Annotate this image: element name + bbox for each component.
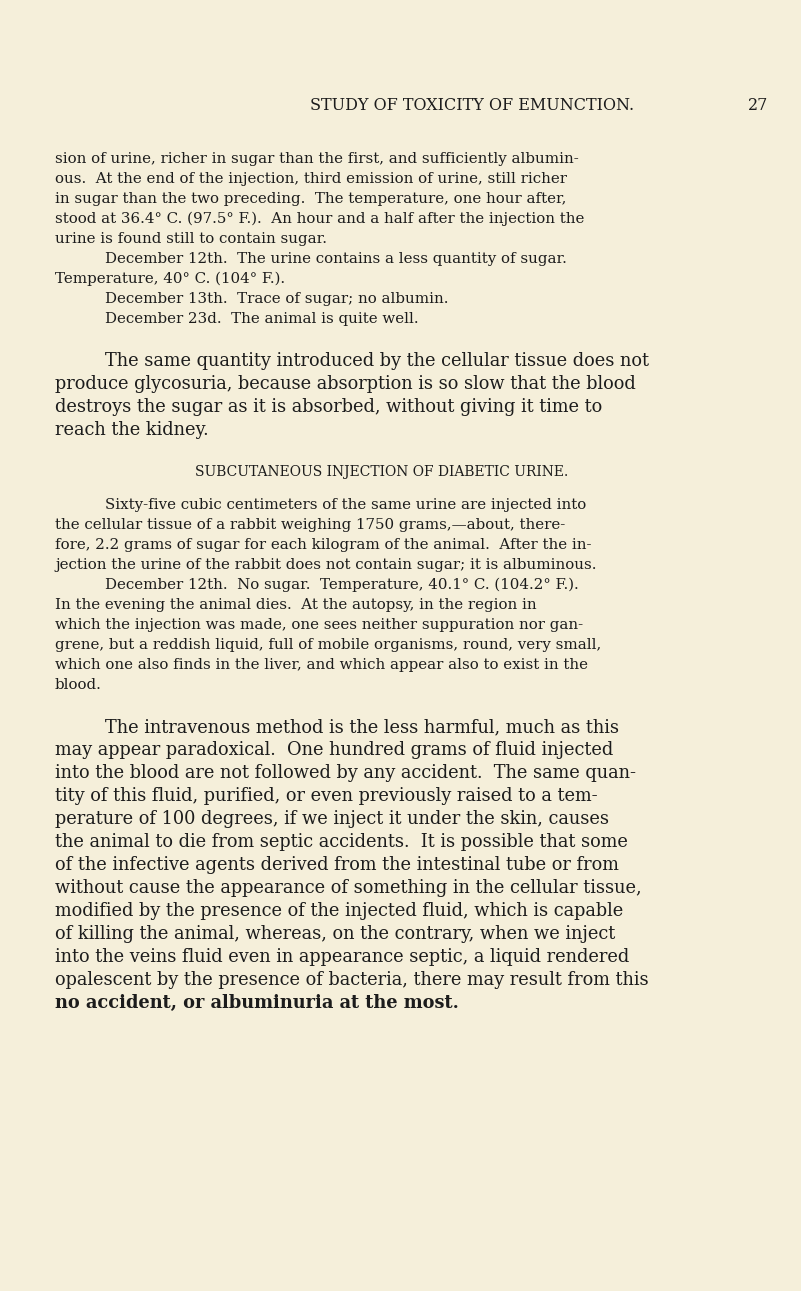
Text: no accident, or albuminuria at the most.: no accident, or albuminuria at the most. — [55, 994, 459, 1012]
Text: of killing the animal, whereas, on the contrary, when we inject: of killing the animal, whereas, on the c… — [55, 924, 615, 942]
Text: modified by the presence of the injected fluid, which is capable: modified by the presence of the injected… — [55, 902, 623, 920]
Text: December 12th.  The urine contains a less quantity of sugar.: December 12th. The urine contains a less… — [105, 252, 567, 266]
Text: tity of this fluid, purified, or even previously raised to a tem-: tity of this fluid, purified, or even pr… — [55, 788, 598, 806]
Text: urine is found still to contain sugar.: urine is found still to contain sugar. — [55, 232, 327, 247]
Text: jection the urine of the rabbit does not contain sugar; it is albuminous.: jection the urine of the rabbit does not… — [55, 558, 597, 572]
Text: sion of urine, richer in sugar than the first, and sufficiently albumin-: sion of urine, richer in sugar than the … — [55, 152, 579, 167]
Text: December 12th.  No sugar.  Temperature, 40.1° C. (104.2° F.).: December 12th. No sugar. Temperature, 40… — [105, 578, 579, 593]
Text: the animal to die from septic accidents.  It is possible that some: the animal to die from septic accidents.… — [55, 833, 628, 851]
Text: which the injection was made, one sees neither suppuration nor gan-: which the injection was made, one sees n… — [55, 618, 583, 633]
Text: Sixty-five cubic centimeters of the same urine are injected into: Sixty-five cubic centimeters of the same… — [105, 498, 586, 513]
Text: into the veins fluid even in appearance septic, a liquid rendered: into the veins fluid even in appearance … — [55, 948, 630, 966]
Text: produce glycosuria, because absorption is so slow that the blood: produce glycosuria, because absorption i… — [55, 374, 636, 392]
Text: 27: 27 — [748, 97, 768, 114]
Text: without cause the appearance of something in the cellular tissue,: without cause the appearance of somethin… — [55, 879, 642, 897]
Text: in sugar than the two preceding.  The temperature, one hour after,: in sugar than the two preceding. The tem… — [55, 192, 566, 207]
Text: destroys the sugar as it is absorbed, without giving it time to: destroys the sugar as it is absorbed, wi… — [55, 398, 602, 416]
Text: the cellular tissue of a rabbit weighing 1750 grams,—about, there-: the cellular tissue of a rabbit weighing… — [55, 518, 566, 532]
Text: ous.  At the end of the injection, third emission of urine, still richer: ous. At the end of the injection, third … — [55, 172, 567, 186]
Text: stood at 36.4° C. (97.5° F.).  An hour and a half after the injection the: stood at 36.4° C. (97.5° F.). An hour an… — [55, 212, 585, 226]
Text: December 23d.  The animal is quite well.: December 23d. The animal is quite well. — [105, 312, 419, 327]
Text: reach the kidney.: reach the kidney. — [55, 421, 208, 439]
Text: The same quantity introduced by the cellular tissue does not: The same quantity introduced by the cell… — [105, 352, 649, 371]
Text: STUDY OF TOXICITY OF EMUNCTION.: STUDY OF TOXICITY OF EMUNCTION. — [310, 97, 634, 114]
Text: which one also finds in the liver, and which appear also to exist in the: which one also finds in the liver, and w… — [55, 658, 588, 673]
Text: blood.: blood. — [55, 678, 102, 692]
Text: perature of 100 degrees, if we inject it under the skin, causes: perature of 100 degrees, if we inject it… — [55, 809, 609, 828]
Text: grene, but a reddish liquid, full of mobile organisms, round, very small,: grene, but a reddish liquid, full of mob… — [55, 638, 602, 652]
Text: of the infective agents derived from the intestinal tube or from: of the infective agents derived from the… — [55, 856, 619, 874]
Text: December 13th.  Trace of sugar; no albumin.: December 13th. Trace of sugar; no albumi… — [105, 292, 449, 306]
Text: The intravenous method is the less harmful, much as this: The intravenous method is the less harmf… — [105, 718, 619, 736]
Text: Temperature, 40° C. (104° F.).: Temperature, 40° C. (104° F.). — [55, 272, 285, 287]
Text: In the evening the animal dies.  At the autopsy, in the region in: In the evening the animal dies. At the a… — [55, 598, 537, 612]
Text: into the blood are not followed by any accident.  The same quan-: into the blood are not followed by any a… — [55, 764, 636, 782]
Text: opalescent by the presence of bacteria, there may result from this: opalescent by the presence of bacteria, … — [55, 971, 649, 989]
Text: SUBCUTANEOUS INJECTION OF DIABETIC URINE.: SUBCUTANEOUS INJECTION OF DIABETIC URINE… — [195, 465, 568, 479]
Text: fore, 2.2 grams of sugar for each kilogram of the animal.  After the in-: fore, 2.2 grams of sugar for each kilogr… — [55, 538, 591, 553]
Text: may appear paradoxical.  One hundred grams of fluid injected: may appear paradoxical. One hundred gram… — [55, 741, 614, 759]
